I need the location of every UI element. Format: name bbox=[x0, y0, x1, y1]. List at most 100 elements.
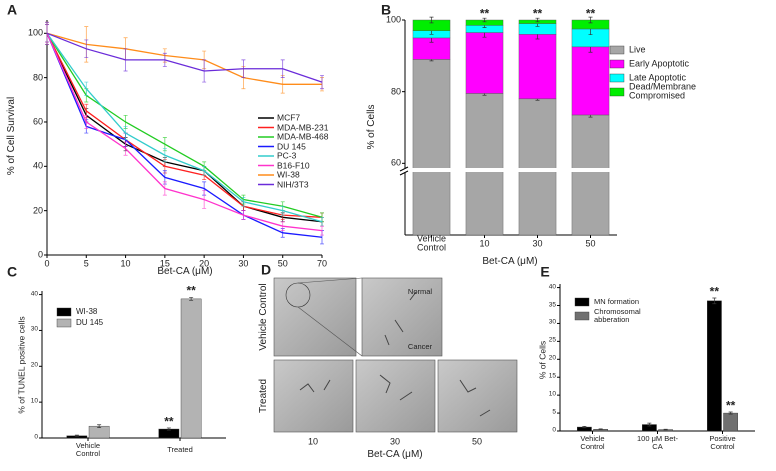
line bbox=[46, 33, 323, 223]
x-tick-label: 100 μM Bet-CA bbox=[636, 434, 678, 451]
error-bar bbox=[588, 16, 593, 24]
line bbox=[46, 32, 323, 83]
line bbox=[46, 32, 323, 223]
legend-swatch bbox=[609, 87, 625, 97]
error-bar bbox=[202, 190, 207, 209]
legend-label: MDA-MB-231 bbox=[277, 122, 329, 133]
bar-segment bbox=[518, 98, 557, 236]
y-tick-label: 10 bbox=[548, 390, 556, 398]
y-axis-title: % of Cells bbox=[537, 340, 548, 380]
legend-label: Live bbox=[629, 44, 646, 55]
legend-swatch bbox=[574, 297, 590, 307]
error-bar bbox=[535, 17, 540, 23]
line bbox=[46, 33, 323, 232]
y-tick-label: 60 bbox=[390, 157, 401, 168]
micrograph bbox=[361, 277, 443, 357]
legend-label: NIH/3T3 bbox=[277, 179, 309, 190]
x-tick-label: Vehicle Control bbox=[75, 441, 101, 458]
significance-mark: ** bbox=[709, 284, 720, 299]
y-tick-label: 0 bbox=[37, 249, 43, 260]
x-tick-label: 10 bbox=[479, 238, 490, 249]
y-tick-label: 40 bbox=[30, 290, 38, 298]
legend-label: Early Apoptotic bbox=[629, 58, 690, 69]
legend-label: PC-3 bbox=[277, 150, 297, 161]
axis-break bbox=[399, 168, 619, 172]
y-axis-title: % of Cells bbox=[365, 104, 377, 150]
legend-label: Late Apoptotic bbox=[629, 72, 687, 83]
inset-label: Normal bbox=[407, 287, 433, 297]
panel-letter: B bbox=[380, 1, 392, 18]
error-bar bbox=[663, 428, 668, 431]
legend-label: MDA-MB-468 bbox=[277, 131, 329, 142]
legend-swatch bbox=[56, 318, 72, 328]
x-tick-label: 15 bbox=[159, 258, 170, 269]
x-tick-label: 70 bbox=[316, 258, 328, 269]
error-bar bbox=[582, 425, 587, 429]
bar-segment bbox=[412, 59, 451, 236]
y-tick-label: 100 bbox=[27, 27, 43, 38]
inset-label: Cancer bbox=[407, 342, 433, 352]
legend-swatch bbox=[609, 73, 625, 83]
x-tick-label: Vehicle Control bbox=[580, 434, 605, 451]
line bbox=[46, 32, 323, 218]
y-tick-label: 100 bbox=[385, 14, 401, 25]
error-bar bbox=[84, 114, 89, 129]
x-tick-label: Vehicle Control bbox=[416, 233, 447, 253]
significance-mark: ** bbox=[164, 414, 174, 429]
micrograph bbox=[273, 359, 354, 433]
bar bbox=[723, 412, 739, 432]
significance-mark: ** bbox=[725, 398, 736, 413]
x-tick-label: Positive Control bbox=[709, 434, 736, 451]
y-tick-label: 5 bbox=[552, 408, 556, 416]
axis-break-mark bbox=[399, 166, 409, 176]
bar-segment bbox=[571, 46, 610, 116]
error-bar bbox=[162, 148, 167, 163]
x-tick-label: 20 bbox=[199, 258, 210, 269]
significance-mark: ** bbox=[479, 6, 490, 21]
y-tick-label: 80 bbox=[32, 71, 43, 82]
y-tick-label: 20 bbox=[548, 354, 556, 362]
legend-label: MN formation bbox=[594, 297, 640, 307]
zoom-line bbox=[297, 306, 363, 357]
y-tick-label: 30 bbox=[548, 319, 556, 327]
x-tick-label: 30 bbox=[532, 238, 543, 249]
error-bar bbox=[84, 81, 89, 96]
significance-mark: ** bbox=[532, 6, 543, 21]
zoom-line bbox=[297, 277, 363, 284]
micrographs bbox=[273, 277, 518, 433]
micrograph bbox=[273, 277, 357, 357]
row-label: Vehicle Control bbox=[257, 283, 269, 351]
legend-label: DU 145 bbox=[277, 141, 306, 152]
error-bar bbox=[728, 411, 733, 415]
x-axis-title: Bet-CA (μM) bbox=[157, 265, 213, 277]
error-bar bbox=[162, 181, 167, 196]
x-tick-label: 30 bbox=[238, 258, 249, 269]
error-bar bbox=[84, 39, 89, 59]
error-bar bbox=[482, 17, 487, 23]
y-tick-label: 20 bbox=[32, 204, 43, 215]
error-bar bbox=[320, 75, 324, 90]
bar bbox=[180, 298, 202, 439]
x-tick-label: 50 bbox=[277, 258, 288, 269]
column-label: 10 bbox=[307, 436, 319, 447]
significance-mark: ** bbox=[186, 284, 196, 299]
error-bar bbox=[123, 48, 128, 72]
panel-letter: E bbox=[540, 263, 550, 280]
column-label: 30 bbox=[389, 436, 401, 447]
error-bar bbox=[598, 428, 603, 430]
error-bar bbox=[166, 427, 171, 431]
x-tick-label: 5 bbox=[83, 258, 89, 269]
legend-swatch bbox=[609, 45, 625, 55]
bar-segment bbox=[571, 114, 610, 236]
error-bar bbox=[45, 21, 49, 45]
y-tick-label: 60 bbox=[32, 116, 43, 127]
error-bar bbox=[647, 422, 652, 427]
y-tick-label: 80 bbox=[390, 85, 401, 96]
y-tick-label: 10 bbox=[30, 397, 38, 405]
y-tick-label: 30 bbox=[30, 326, 38, 334]
panel-letter: C bbox=[6, 263, 18, 280]
error-bar bbox=[712, 297, 717, 305]
error-bar bbox=[202, 165, 207, 176]
